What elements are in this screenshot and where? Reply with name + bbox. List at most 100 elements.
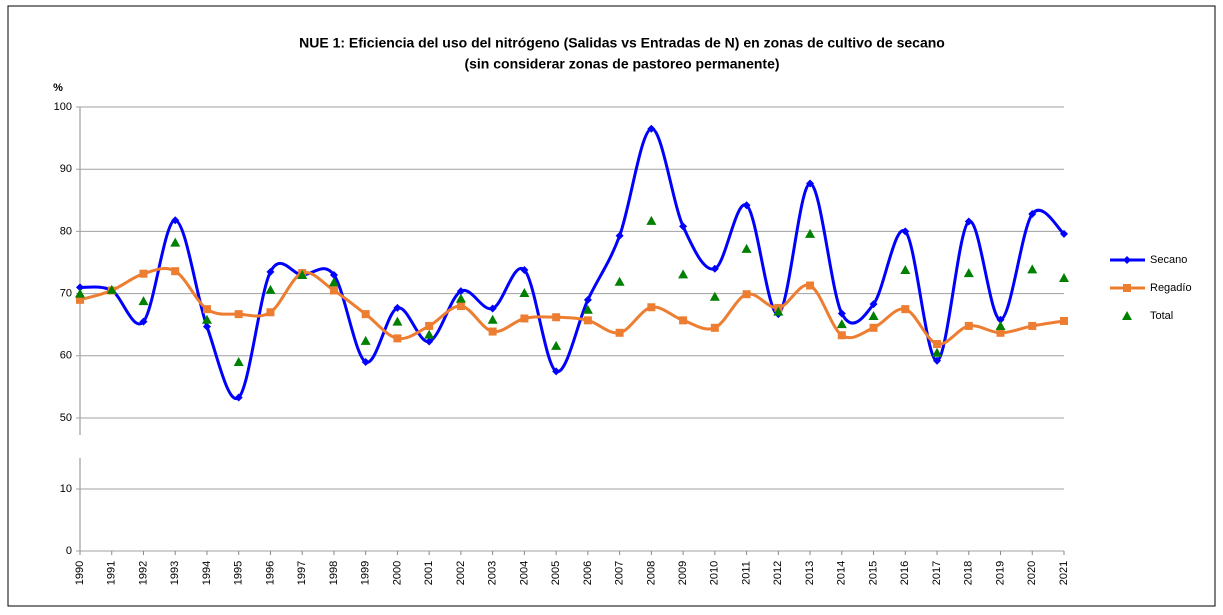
triangle-marker [487,314,498,324]
diamond-marker [742,201,751,210]
triangle-marker [265,284,276,294]
square-marker [583,316,592,325]
y-axis-label: % [53,82,63,94]
diamond-marker [361,358,370,367]
square-marker [139,269,148,278]
triangle-marker [551,340,562,350]
x-tick-label: 2011 [740,561,752,585]
diamond-marker [647,124,656,133]
x-tick-label: 1994 [201,561,213,585]
legend-label: Secano [1150,254,1187,266]
triangle-marker [519,287,530,297]
square-marker [456,302,465,311]
square-marker [488,327,497,336]
x-tick-label: 2004 [518,561,530,585]
x-tick-label: 2002 [455,561,467,585]
x-tick-label: 2001 [423,561,435,585]
y-tick-label: 80 [60,225,72,237]
triangle-marker [868,310,879,320]
y-tick-label: 0 [66,545,72,557]
x-tick-label: 2020 [1026,561,1038,585]
square-marker [425,321,434,330]
triangle-marker [741,243,752,253]
triangle-marker [170,237,181,247]
triangle-marker [582,304,593,314]
chart-frame [7,5,1216,607]
x-tick-label: 1997 [296,561,308,585]
triangle-marker [646,215,657,225]
diamond-marker [139,317,148,326]
diamond-marker [393,303,402,312]
triangle-marker [900,264,911,274]
square-marker [837,331,846,340]
legend-marker [1123,256,1131,264]
diamond-marker [171,216,180,225]
diamond-marker [520,265,529,274]
square-marker [552,313,561,322]
triangle-marker [995,320,1006,330]
square-marker [964,321,973,330]
y-tick-label: 50 [60,412,72,424]
x-tick-label: 2006 [582,561,594,585]
diamond-marker [456,287,465,296]
triangle-marker [1059,273,1069,283]
triangle-marker [360,335,371,345]
triangle-marker [1027,264,1038,274]
diamond-marker [1060,229,1068,238]
square-marker [520,314,529,323]
diamond-marker [679,222,688,231]
triangle-marker [805,228,816,238]
x-tick-label: 2014 [836,561,848,585]
diamond-marker [710,264,719,273]
y-tick-label: 60 [60,350,72,362]
diamond-marker [615,231,624,240]
diamond-marker [329,270,338,279]
triangle-marker [709,291,720,301]
x-tick-label: 1995 [233,561,245,585]
x-tick-label: 2021 [1058,561,1070,585]
triangle-marker [836,319,847,329]
diamond-marker [837,309,846,318]
x-tick-label: 2019 [994,561,1006,585]
triangle-marker [138,296,149,306]
triangle-marker [392,316,403,326]
diamond-marker [964,217,973,226]
square-marker [996,328,1005,337]
triangle-marker [233,357,244,367]
x-tick-label: 2000 [391,561,403,585]
triangle-marker [678,269,689,279]
x-tick-label: 2005 [550,561,562,585]
diamond-marker [266,267,275,276]
series-line [79,127,1066,401]
triangle-marker [614,276,625,286]
x-tick-label: 2013 [804,561,816,585]
diamond-marker [996,315,1005,324]
diamond-marker [76,283,84,292]
x-tick-label: 2009 [677,561,689,585]
triangle-marker [106,284,117,294]
square-marker [679,316,688,325]
chart-title: NUE 1: Eficiencia del uso del nitrógeno … [299,35,945,51]
triangle-marker [455,293,466,303]
square-marker [806,281,815,290]
square-marker [615,328,624,337]
x-tick-label: 2016 [899,561,911,585]
triangle-marker [201,314,212,324]
x-tick-label: 2010 [709,561,721,585]
square-marker [202,305,211,314]
x-tick-label: 2008 [645,561,657,585]
legend-marker [1123,284,1131,292]
legend-label: Regadío [1150,282,1192,294]
triangle-marker [297,269,308,279]
y-tick-label: 90 [60,163,72,175]
square-marker [647,303,656,312]
legend-label: Total [1150,310,1173,322]
triangle-marker [963,268,974,278]
triangle-marker [328,277,339,287]
diamond-marker [234,393,243,402]
diamond-marker [901,227,910,236]
diamond-marker [869,300,878,309]
square-marker [710,323,719,332]
y-tick-label: 10 [60,483,72,495]
